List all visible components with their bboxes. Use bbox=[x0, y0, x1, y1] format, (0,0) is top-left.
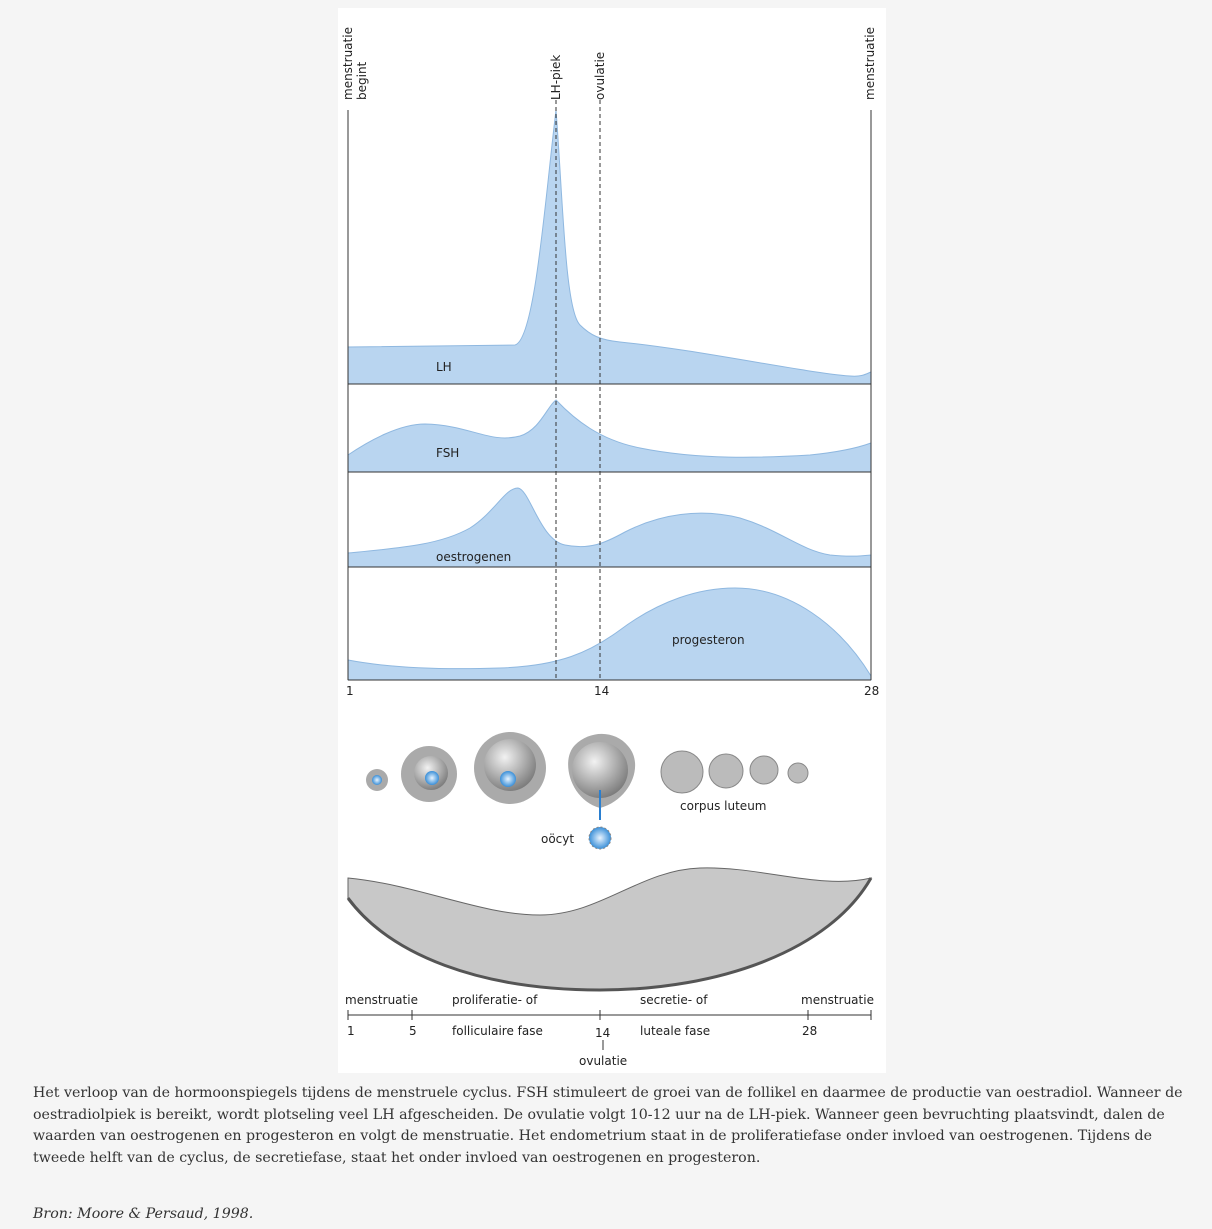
phase-label: proliferatie- of bbox=[452, 993, 538, 1007]
hormone-label: LH bbox=[436, 360, 452, 374]
top-label: menstruatie bbox=[863, 27, 877, 100]
day-label: 14 bbox=[595, 1026, 610, 1040]
follicle-label: oöcyt bbox=[541, 832, 574, 846]
hormone-label: oestrogenen bbox=[436, 550, 511, 564]
hormone-label: FSH bbox=[436, 446, 459, 460]
day-label: 1 bbox=[347, 1024, 355, 1038]
figure: menstruatie begint LH-piek ovulatie mens… bbox=[0, 0, 1212, 1075]
ovulation-label: ovulatie bbox=[579, 1054, 627, 1068]
top-label: menstruatie bbox=[341, 27, 355, 100]
top-label: LH-piek bbox=[549, 55, 563, 100]
caption: Het verloop van de hormoonspiegels tijde… bbox=[33, 1083, 1193, 1169]
phase-label: secretie- of bbox=[640, 993, 708, 1007]
phase-label: menstruatie bbox=[801, 993, 874, 1007]
day-label: 5 bbox=[409, 1024, 417, 1038]
top-label: ovulatie bbox=[593, 52, 607, 100]
day-label: 28 bbox=[802, 1024, 817, 1038]
source: Bron: Moore & Persaud, 1998. bbox=[33, 1206, 253, 1222]
follicle-label: corpus luteum bbox=[680, 799, 766, 813]
hormone-label: progesteron bbox=[672, 633, 745, 647]
phase-label: menstruatie bbox=[345, 993, 418, 1007]
axis-label: 14 bbox=[594, 684, 609, 698]
page: {"figure": { "top_labels": {"start": ["m… bbox=[0, 0, 1212, 1229]
phase-label: folliculaire fase bbox=[452, 1024, 543, 1038]
axis-label: 1 bbox=[346, 684, 354, 698]
top-label: begint bbox=[355, 61, 369, 100]
axis-label: 28 bbox=[864, 684, 879, 698]
phase-label: luteale fase bbox=[640, 1024, 710, 1038]
